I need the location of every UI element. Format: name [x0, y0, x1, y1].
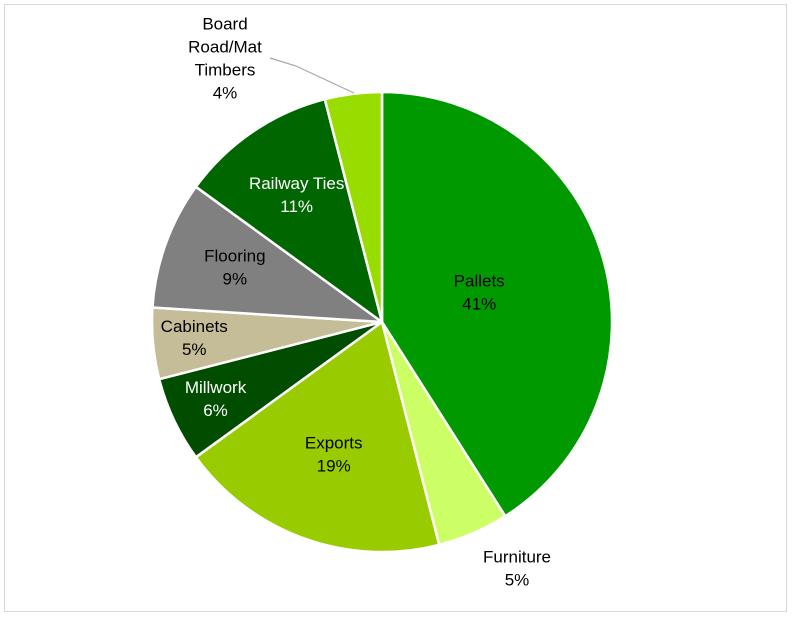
pie-slice-flooring	[151, 185, 384, 324]
slice-labels: Pallets 41% Furniture 5% Exports 19% Millwork 6…	[161, 15, 551, 590]
slice-value-label: 4%	[213, 84, 238, 103]
slice-value-label: 9%	[223, 270, 248, 289]
slice-category-label: Cabinets	[161, 318, 228, 337]
slice-value-label: 6%	[203, 401, 228, 420]
slice-category-label: Pallets	[454, 272, 505, 291]
slice-label-railway-ties: Railway Ties 11%	[249, 174, 344, 216]
slice-label-pallets: Pallets 41%	[454, 272, 505, 314]
slice-category-label: Board	[202, 15, 247, 34]
slice-category-label: Road/Mat	[188, 38, 262, 57]
slice-label-millwork: Millwork 6%	[185, 378, 247, 420]
slice-label-furniture: Furniture 5%	[483, 548, 551, 590]
slice-label-board-road-mat-timbers: Board Road/Mat Timbers 4%	[188, 15, 262, 103]
pie-slices	[150, 90, 614, 554]
slice-category-label: Millwork	[185, 378, 247, 397]
pie-slice-exports	[194, 320, 441, 554]
slice-category-label: Railway Ties	[249, 174, 344, 193]
leader-line-board-road-mat-timbers	[269, 57, 355, 94]
slice-category-label: Furniture	[483, 548, 551, 567]
pie-slice-board-road-mat-timbers	[323, 90, 384, 324]
leader-lines	[269, 57, 355, 94]
slice-label-flooring: Flooring 9%	[204, 247, 265, 289]
slice-value-label: 5%	[505, 571, 530, 590]
slice-category-label: Timbers	[195, 61, 256, 80]
slice-label-cabinets: Cabinets 5%	[161, 318, 228, 360]
slice-category-label: Exports	[305, 434, 363, 453]
pie-slice-pallets	[380, 90, 614, 518]
slice-value-label: 41%	[462, 295, 496, 314]
slice-label-exports: Exports 19%	[305, 434, 363, 476]
pie-slice-railway-ties	[194, 97, 384, 324]
slice-value-label: 19%	[317, 457, 351, 476]
slice-value-label: 5%	[182, 341, 207, 360]
slice-category-label: Flooring	[204, 247, 265, 266]
slice-value-label: 11%	[280, 197, 313, 216]
